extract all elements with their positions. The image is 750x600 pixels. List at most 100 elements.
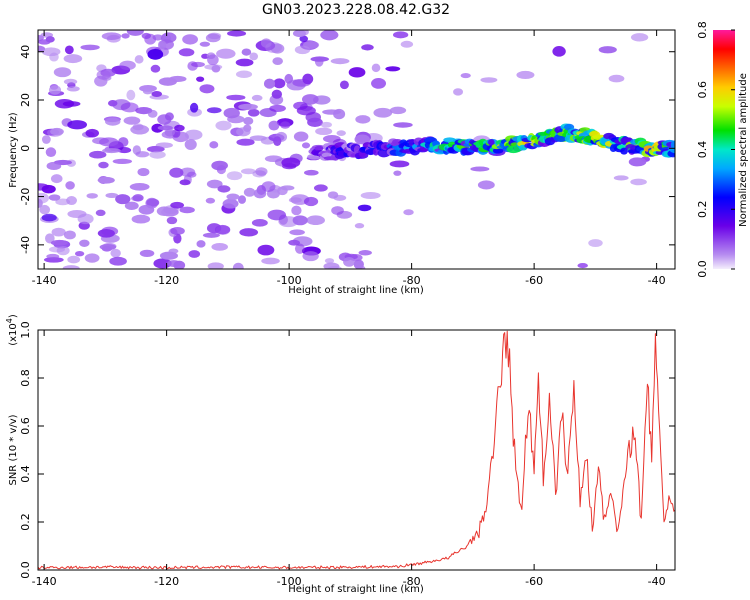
heatmap-noise-blob (373, 107, 393, 118)
chart-title: GN03.2023.228.08.42.G32 (262, 2, 450, 18)
heatmap-noise-blob (202, 232, 220, 238)
heatmap-noise-blob (630, 178, 647, 186)
heatmap-noise-blob (199, 41, 211, 47)
heatmap-noise-blob (257, 244, 275, 256)
heatmap-y-tick-label: 40 (19, 45, 32, 59)
heatmap-noise-blob (211, 160, 228, 171)
colorbar-tick-label: 0.8 (696, 21, 709, 39)
heatmap-x-ticks: -140 -120 -100 -80 -60 -40 (32, 30, 666, 287)
snr-multiplier-close: ) (8, 314, 19, 318)
heatmap-noise-blob (294, 45, 311, 55)
heatmap-signal-blob (372, 148, 379, 156)
heatmap-noise-blob (48, 85, 62, 95)
heatmap-noise-blob (63, 54, 83, 64)
heatmap-noise-blob (184, 129, 203, 141)
heatmap-noise-blob (360, 192, 381, 199)
heatmap-noise-blob (293, 131, 309, 142)
heatmap-noise-blob (237, 195, 246, 204)
heatmap-noise-blob (301, 142, 311, 149)
heatmap-noise-blob (99, 137, 119, 147)
heatmap-noise-blob (302, 73, 314, 85)
heatmap-noise-blob (55, 198, 71, 206)
snr-frame (37, 329, 676, 571)
heatmap-noise-blob (280, 185, 295, 191)
heatmap-noise-blob (121, 33, 130, 39)
heatmap-noise-blob (243, 187, 256, 197)
heatmap-y-axis-label: Frequency (Hz) (8, 112, 19, 188)
heatmap-noise-blob (392, 31, 409, 39)
colorbar-ticks: 0.0 0.2 0.4 0.6 0.8 (696, 21, 735, 278)
heatmap-noise-blob (281, 157, 301, 168)
snr-y-tick-label: 0.8 (19, 369, 32, 387)
heatmap-noise-blob (130, 124, 150, 135)
heatmap-noise-blob (89, 150, 107, 159)
heatmap-noise-blob (84, 253, 100, 263)
heatmap-noise-blob (119, 60, 136, 71)
heatmap-noise-blob (67, 120, 88, 130)
heatmap-noise-blob (54, 99, 75, 109)
snr-series-line (38, 330, 675, 570)
heatmap-noise-blob (348, 67, 366, 78)
snr-x-ticks: -140 -120 -100 -80 -60 -40 (32, 330, 666, 588)
heatmap-noise-blob (49, 52, 59, 62)
heatmap-noise-blob (39, 204, 51, 215)
heatmap-noise-blob (322, 109, 341, 115)
snr-panel: -140 -120 -100 -80 -60 -40 0.0 0.2 0.4 0.6 0.8 1.0… (5, 314, 676, 595)
colorbar-gradient (713, 30, 735, 269)
heatmap-noise-blob (50, 239, 68, 246)
heatmap-noise-blob (168, 75, 187, 83)
heatmap-noise-blob (64, 45, 74, 55)
heatmap-noise-blob (460, 73, 471, 79)
snr-multiplier-exp: 4 (5, 318, 14, 323)
heatmap-noise-blob (50, 127, 64, 136)
snr-x-tick-label: -60 (525, 575, 543, 588)
heatmap-noise-blob (46, 161, 62, 171)
heatmap-noise-blob (357, 204, 372, 212)
heatmap-signal-blob (443, 137, 456, 143)
snr-x-tick-label: -40 (648, 575, 666, 588)
colorbar: 0.0 0.2 0.4 0.6 0.8 Normalized spectral ampl… (696, 21, 749, 278)
heatmap-noise-blob (174, 124, 185, 132)
heatmap-noise-blob (170, 201, 185, 209)
heatmap-noise-blob (86, 193, 98, 199)
heatmap-noise-blob (613, 175, 629, 181)
heatmap-noise-blob (196, 240, 206, 248)
heatmap-cells (38, 30, 675, 269)
heatmap-noise-blob (628, 157, 647, 167)
heatmap-noise-blob (222, 198, 239, 209)
heatmap-noise-blob (105, 117, 121, 126)
snr-y-tick-label: 0.2 (19, 513, 32, 531)
heatmap-noise-blob (249, 135, 267, 141)
heatmap-noise-blob (289, 229, 305, 236)
heatmap-noise-blob (134, 55, 144, 64)
heatmap-frame (37, 29, 676, 270)
heatmap-noise-blob (343, 256, 356, 267)
heatmap-noise-blob (45, 233, 55, 244)
heatmap-y-tick-label: -20 (19, 188, 32, 206)
heatmap-noise-blob (80, 44, 100, 51)
heatmap-noise-blob (207, 262, 224, 269)
heatmap-x-tick-label: -100 (277, 274, 302, 287)
heatmap-noise-blob (598, 46, 617, 54)
heatmap-noise-blob (120, 102, 139, 113)
heatmap-noise-blob (41, 184, 56, 194)
heatmap-noise-blob (269, 104, 286, 113)
heatmap-noise-blob (271, 89, 283, 99)
heatmap-noise-blob (124, 201, 139, 210)
snr-x-tick-label: -100 (277, 575, 302, 588)
heatmap-noise-blob (141, 32, 151, 40)
heatmap-noise-blob (41, 135, 51, 144)
heatmap-noise-blob (236, 138, 255, 146)
heatmap-noise-blob (393, 122, 413, 128)
heatmap-noise-blob (131, 214, 151, 224)
heatmap-noise-blob (132, 194, 144, 202)
heatmap-noise-blob (56, 246, 70, 256)
snr-x-tick-label: -140 (32, 575, 57, 588)
heatmap-noise-blob (241, 48, 252, 56)
heatmap-noise-blob (95, 209, 106, 217)
heatmap-noise-blob (216, 48, 236, 59)
heatmap-signal-blob (314, 145, 324, 151)
heatmap-noise-blob (320, 121, 333, 128)
heatmap-noise-blob (41, 213, 57, 222)
heatmap-noise-blob (268, 120, 280, 131)
